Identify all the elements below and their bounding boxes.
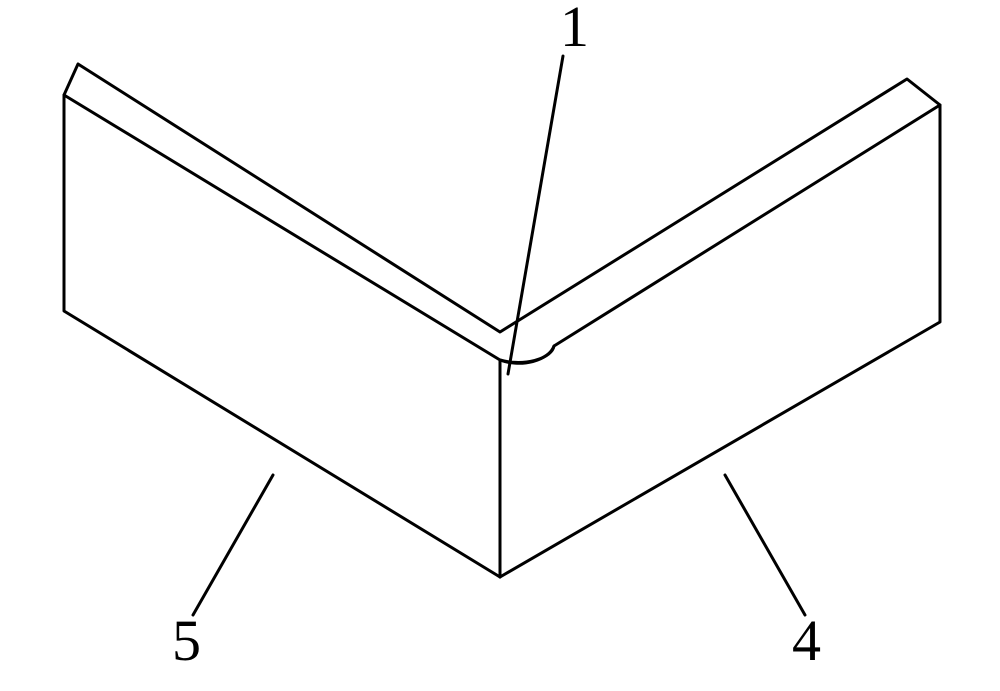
leader-1 — [508, 56, 563, 374]
label-4: 4 — [792, 608, 821, 673]
leader-5 — [193, 475, 273, 615]
bracket-body — [64, 64, 940, 577]
leader-4 — [725, 475, 805, 615]
label-5: 5 — [172, 608, 201, 673]
top-face-outline — [64, 64, 940, 362]
diagram-figure: 1 4 5 — [0, 0, 1000, 691]
left-front-face — [64, 95, 500, 577]
right-front-face — [500, 105, 940, 577]
label-1: 1 — [560, 0, 589, 59]
